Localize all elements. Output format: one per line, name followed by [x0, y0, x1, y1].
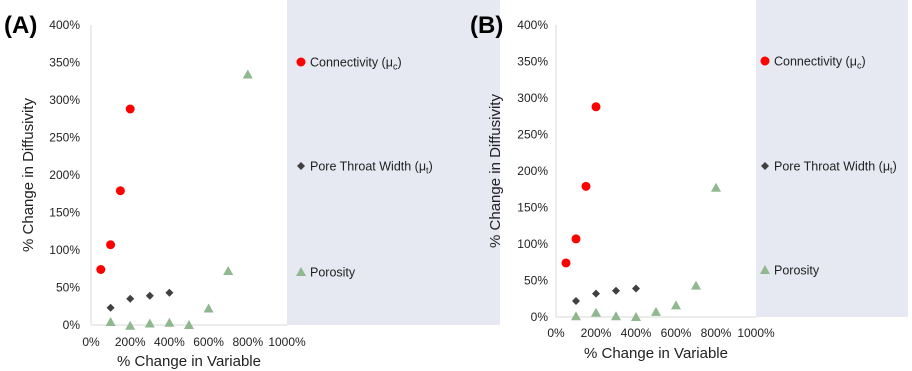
x-axis-title: % Change in Variable: [117, 353, 261, 370]
porosity-point: [651, 306, 661, 316]
porosity-point: [591, 307, 601, 317]
porosity-point: [571, 311, 581, 321]
legend-label-pore-throat-width: Pore Throat Width (μt): [310, 160, 433, 176]
x-tick-label: 0%: [82, 335, 100, 349]
x-tick-label: 200%: [115, 335, 146, 349]
pore-throat-width-point: [572, 296, 580, 305]
legend-marker-connectivity: [296, 57, 306, 67]
x-tick-label: 400%: [154, 335, 185, 349]
y-tick-label: 100%: [517, 237, 548, 251]
x-tick-label: 200%: [581, 326, 612, 340]
y-tick-label: 400%: [49, 18, 80, 32]
y-tick-label: 250%: [517, 128, 548, 142]
y-tick-label: 200%: [517, 164, 548, 178]
x-tick-label: 600%: [193, 335, 224, 349]
x-tick-label: 400%: [621, 326, 652, 340]
panel-label: (B): [470, 12, 503, 39]
porosity-point: [105, 317, 116, 326]
x-tick-label: 1000%: [737, 326, 775, 340]
porosity-point: [611, 311, 621, 321]
legend-marker-pore-throat-width: [297, 162, 305, 170]
x-tick-label: 800%: [232, 335, 263, 349]
porosity-point: [223, 266, 234, 275]
panel-label: (A): [4, 12, 37, 39]
pore-throat-width-point: [632, 284, 640, 293]
y-tick-label: 250%: [49, 131, 80, 145]
y-tick-label: 300%: [517, 91, 548, 105]
pore-throat-width-point: [145, 291, 154, 300]
y-tick-label: 350%: [517, 55, 548, 69]
y-tick-label: 150%: [517, 201, 548, 215]
porosity-point: [691, 280, 701, 290]
panel-a: (A) 0% 50% 100% 150% 200% 250% 300% 350% 400% 0% 20…: [4, 0, 500, 370]
legend-marker-connectivity: [760, 56, 770, 66]
pore-throat-width-point: [165, 288, 174, 297]
connectivity-point: [96, 265, 106, 274]
legend-marker-porosity: [760, 265, 770, 274]
legend-label-porosity: Porosity: [774, 264, 820, 278]
y-tick-label: 50%: [524, 274, 548, 288]
pore-throat-width-point: [126, 294, 135, 303]
x-tick-label: 600%: [661, 326, 692, 340]
x-tick-label: 1000%: [268, 335, 306, 349]
legend-label-connectivity: Connectivity (μc): [774, 55, 866, 71]
porosity-point: [144, 318, 155, 328]
legend-background: [287, 0, 500, 325]
y-tick-label: 200%: [49, 168, 80, 182]
porosity-point: [242, 69, 253, 79]
connectivity-point: [581, 181, 591, 191]
legend-label-pore-throat-width: Pore Throat Width (μt): [774, 160, 897, 176]
y-tick-label: 150%: [49, 206, 80, 220]
y-tick-label: 400%: [517, 18, 548, 32]
porosity-point: [125, 320, 136, 330]
porosity-point: [184, 320, 194, 329]
porosity-point: [711, 182, 721, 192]
connectivity-point: [571, 234, 581, 244]
pore-throat-width-point: [592, 289, 600, 298]
legend-label-porosity: Porosity: [310, 266, 356, 280]
x-tick-label: 0%: [547, 326, 565, 340]
pore-throat-width-point: [612, 286, 620, 295]
connectivity-point: [115, 186, 125, 196]
x-axis-title: % Change in Variable: [584, 345, 728, 362]
legend-label-connectivity: Connectivity (μc): [310, 56, 402, 72]
porosity-point: [203, 303, 214, 313]
y-tick-label: 0%: [531, 310, 549, 324]
legend-background: [756, 0, 908, 317]
y-tick-label: 350%: [49, 56, 80, 70]
porosity-point: [631, 312, 641, 321]
y-tick-label: 100%: [49, 243, 80, 257]
legend-marker-porosity: [296, 267, 306, 276]
pore-throat-width-point: [106, 303, 115, 312]
y-axis-title: % Change in Diffusivity: [20, 98, 37, 252]
connectivity-point: [125, 104, 135, 114]
y-axis-title: % Change in Diffusivity: [487, 94, 504, 248]
connectivity-point: [591, 102, 601, 112]
connectivity-point: [106, 240, 116, 250]
connectivity-point: [561, 258, 571, 268]
porosity-point: [671, 300, 681, 310]
panel-b: (B) 0% 50% 100% 150% 200% 250% 300% 350% 400% 0% 20…: [470, 0, 908, 362]
legend-marker-pore-throat-width: [761, 162, 769, 170]
y-tick-label: 50%: [56, 281, 80, 295]
x-tick-label: 800%: [701, 326, 732, 340]
y-tick-label: 300%: [49, 93, 80, 107]
porosity-point: [164, 317, 175, 327]
y-tick-label: 0%: [63, 318, 81, 332]
